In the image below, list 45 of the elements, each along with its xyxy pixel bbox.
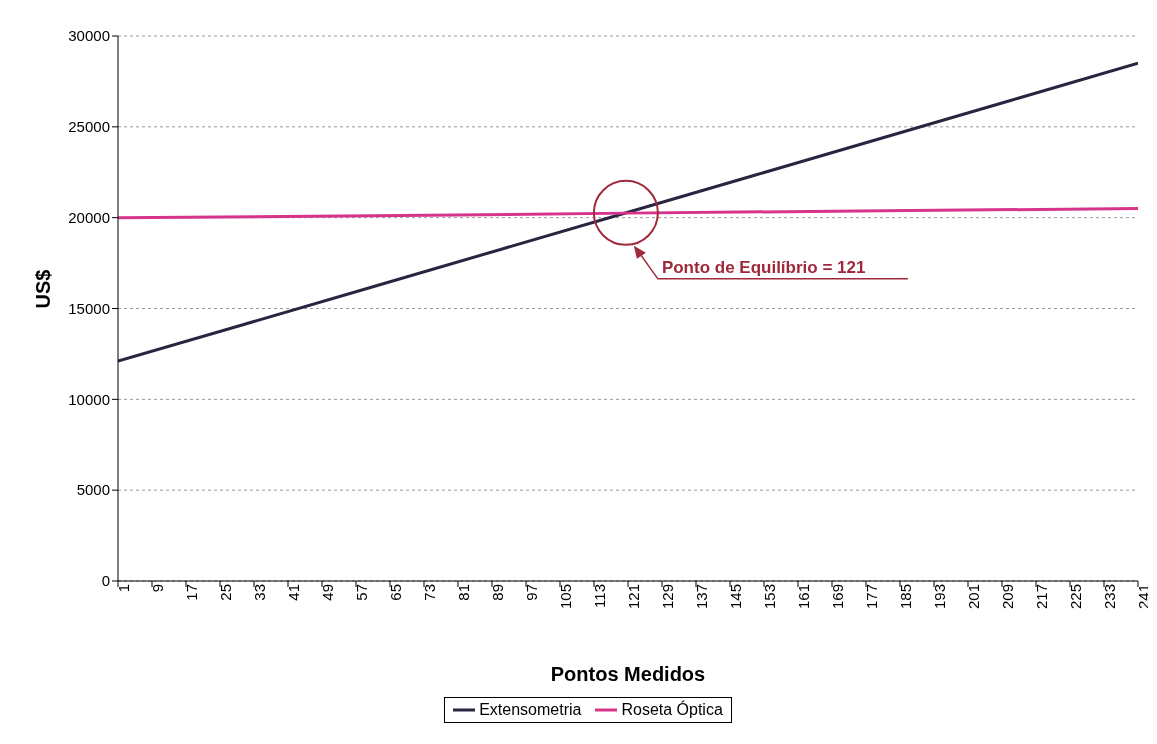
x-tick-label: 33	[250, 584, 268, 601]
x-tick-label: 57	[352, 584, 370, 601]
x-tick-label: 17	[182, 584, 200, 601]
x-tick-label: 129	[658, 584, 676, 610]
line-series	[118, 207, 1138, 220]
x-tick-label: 145	[726, 584, 744, 610]
x-tick-label: 65	[386, 584, 404, 601]
x-tick-label: 225	[1066, 584, 1084, 610]
y-tick-label: 15000	[68, 299, 110, 317]
x-tick-label: 9	[148, 584, 166, 593]
x-tick-label: 113	[590, 584, 608, 608]
x-tick-label: 137	[692, 584, 710, 610]
y-tick-label: 20000	[68, 208, 110, 226]
y-tick-label: 30000	[68, 27, 110, 45]
x-tick-label: 89	[488, 584, 506, 601]
y-tick-label: 0	[101, 572, 110, 590]
x-tick-label: 49	[318, 584, 336, 601]
y-axis-title: US$	[32, 269, 55, 309]
x-tick-label: 193	[930, 584, 948, 610]
x-tick-label: 241	[1134, 584, 1152, 610]
x-tick-label: 121	[624, 584, 642, 610]
x-tick-label: 217	[1032, 584, 1050, 610]
x-tick-label: 233	[1100, 584, 1118, 610]
x-tick-label: 25	[216, 584, 234, 601]
legend-label: Roseta Óptica	[620, 701, 723, 719]
x-tick-label: 153	[760, 584, 778, 610]
x-tick-label: 161	[794, 584, 812, 610]
x-tick-label: 81	[454, 584, 472, 601]
x-tick-label: 201	[964, 584, 982, 610]
y-tick-label: 5000	[76, 481, 110, 499]
x-tick-label: 1	[114, 584, 132, 593]
x-tick-label: 41	[284, 584, 302, 601]
legend-label: Extensometria	[478, 701, 582, 719]
x-tick-label: 97	[522, 584, 540, 601]
x-tick-label: 209	[998, 584, 1016, 610]
y-tick-label: 25000	[68, 118, 110, 136]
annotation: Ponto de Equilíbrio = 121	[661, 257, 866, 277]
y-tick-label: 10000	[68, 390, 110, 408]
x-tick-label: 73	[420, 584, 438, 601]
line-series	[118, 61, 1138, 363]
x-axis-title: Pontos Medidos	[550, 663, 706, 685]
x-tick-label: 105	[556, 584, 574, 610]
x-tick-label: 185	[896, 584, 914, 610]
x-tick-label: 177	[862, 584, 880, 610]
x-tick-label: 169	[828, 584, 846, 610]
